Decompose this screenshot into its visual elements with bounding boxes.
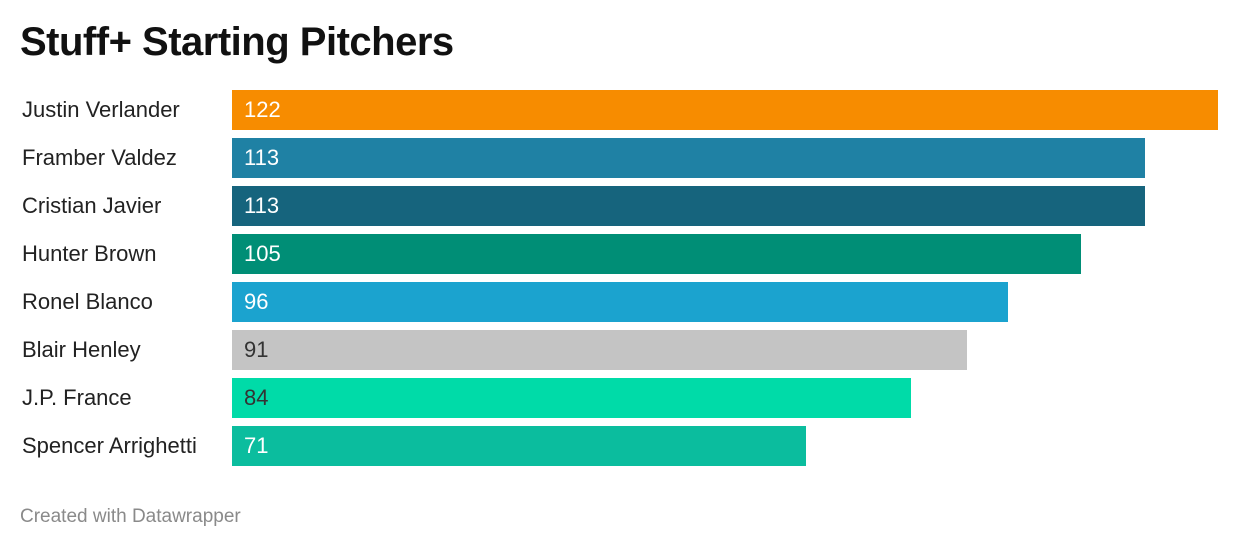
value-label: 71 [244,433,269,458]
category-label: Justin Verlander [22,97,180,122]
bar [232,426,806,466]
value-label: 113 [244,145,280,170]
category-label: Cristian Javier [22,193,162,218]
bar [232,234,1081,274]
category-label: J.P. France [22,385,132,410]
value-label: 91 [244,337,269,362]
value-label: 84 [244,385,269,410]
chart-title: Stuff+ Starting Pitchers [20,20,454,64]
bar [232,378,911,418]
value-label: 96 [244,289,269,314]
bar-row: Cristian Javier 113 [0,186,1240,226]
bar [232,282,1008,322]
category-label: Hunter Brown [22,241,157,266]
category-label: Framber Valdez [22,145,177,170]
category-label: Blair Henley [22,337,141,362]
category-label: Spencer Arrighetti [22,433,197,458]
bar [232,186,1146,226]
bar-row: Spencer Arrighetti 71 [0,426,1240,466]
bar [232,90,1218,130]
value-label: 113 [244,193,280,218]
bar-row: Framber Valdez 113 [0,138,1240,178]
bar [232,138,1146,178]
bar-row: Ronel Blanco 96 [0,282,1240,322]
value-label: 105 [244,241,281,266]
value-label: 122 [244,97,281,122]
bar-row: Justin Verlander 122 [0,90,1240,130]
category-label: Ronel Blanco [22,289,153,314]
bar-row: Blair Henley 91 [0,330,1240,370]
credit-text: Created with Datawrapper [20,506,241,527]
bar-row: Hunter Brown 105 [0,234,1240,274]
bar [232,330,968,370]
bar-row: J.P. France 84 [0,378,1240,418]
bar-chart: Justin Verlander 122 Framber Valdez 113 Cris… [0,90,1240,470]
